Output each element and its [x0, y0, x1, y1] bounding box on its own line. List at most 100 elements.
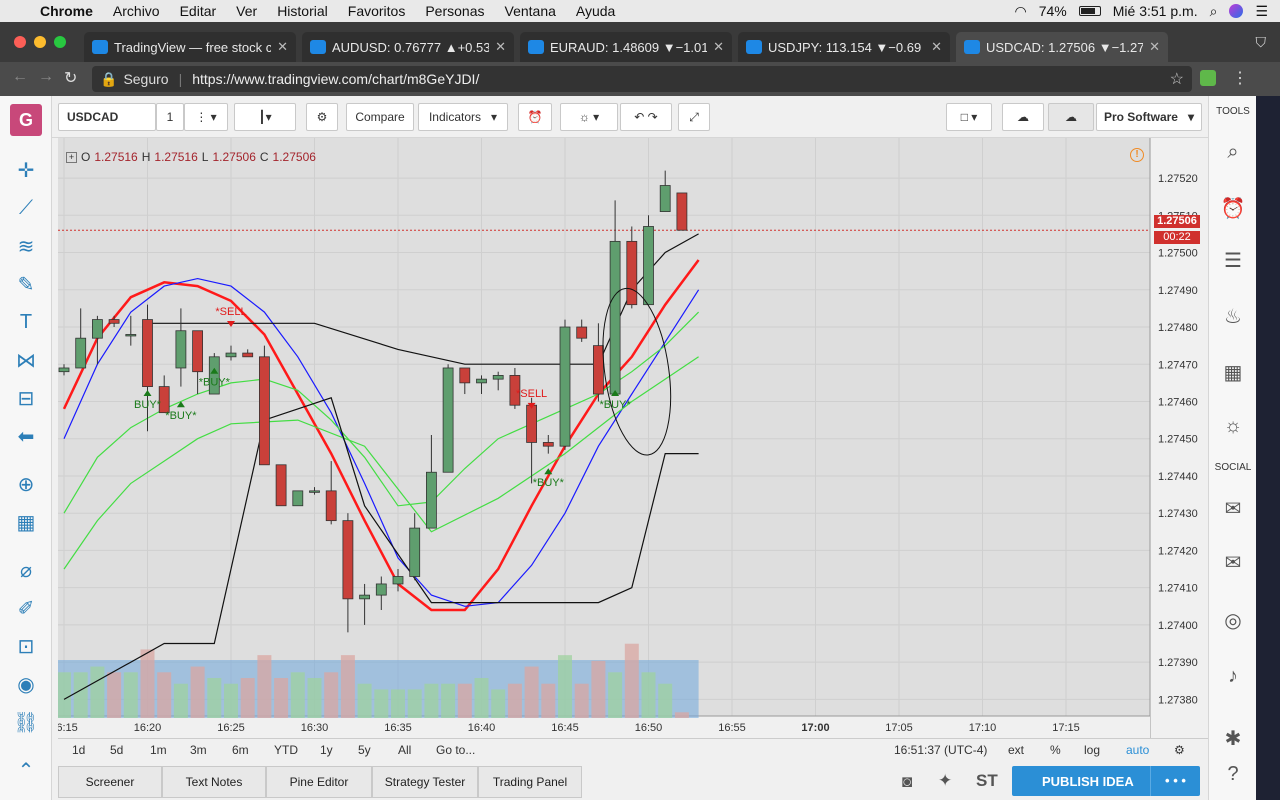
trendline-icon[interactable]: ⟋: [19, 196, 33, 219]
indicators-button[interactable]: Indicators ▾: [418, 103, 508, 131]
search-icon[interactable]: ⌕: [1227, 140, 1239, 163]
range-1d[interactable]: 1d: [72, 743, 86, 757]
forward-icon[interactable]: →: [38, 68, 54, 85]
back-arrow-icon[interactable]: ⬅: [17, 425, 35, 448]
tab-tradingview[interactable]: TradingView — free stock ch ✕: [84, 32, 296, 62]
load-layout-button[interactable]: ☁: [1002, 103, 1044, 131]
log-toggle[interactable]: log: [1084, 743, 1101, 757]
tab-trading-panel[interactable]: Trading Panel: [478, 766, 582, 798]
bug-report-icon[interactable]: ✱: [1224, 727, 1242, 750]
warning-icon[interactable]: !: [1130, 148, 1144, 162]
magnet-icon[interactable]: ⌀: [19, 559, 33, 582]
calendar-icon[interactable]: ▦: [1223, 361, 1243, 384]
tab-close-icon[interactable]: ✕: [495, 39, 506, 54]
collapse-icon[interactable]: ⌃: [17, 759, 35, 782]
siri-icon[interactable]: [1229, 4, 1244, 18]
percent-toggle[interactable]: %: [1050, 743, 1061, 757]
close-window-button[interactable]: [14, 36, 26, 48]
menu-ayuda[interactable]: Ayuda: [575, 3, 616, 19]
range-all[interactable]: All: [398, 743, 412, 757]
range-5d[interactable]: 5d: [110, 743, 124, 757]
minimize-window-button[interactable]: [34, 36, 46, 48]
menu-archivo[interactable]: Archivo: [112, 3, 160, 19]
tab-audusd[interactable]: AUDUSD: 0.76777 ▲+0.53 ✕: [302, 32, 514, 62]
symbol-search[interactable]: USDCAD: [58, 103, 156, 131]
pattern-icon[interactable]: ⋈: [16, 349, 36, 372]
extension-icon[interactable]: [1200, 70, 1216, 86]
menubar-clock[interactable]: Mié 3:51 p.m.: [1112, 3, 1198, 19]
url-text[interactable]: https://www.tradingview.com/chart/m8GeYJ…: [192, 71, 480, 87]
layout-button[interactable]: □ ▾: [946, 103, 992, 131]
compare-button[interactable]: Compare: [346, 103, 414, 131]
tab-close-icon[interactable]: ✕: [277, 39, 288, 54]
menu-historial[interactable]: Historial: [277, 3, 328, 19]
text-tool-icon[interactable]: T: [19, 310, 33, 333]
camera-icon[interactable]: ◙: [902, 772, 913, 791]
tab-close-icon[interactable]: ✕: [931, 39, 942, 54]
chrome-menu-icon[interactable]: ⋮: [1232, 70, 1248, 87]
tab-close-icon[interactable]: ✕: [713, 39, 724, 54]
watchlist-icon[interactable]: ☰: [1224, 249, 1242, 272]
notification-center-icon[interactable]: ☰: [1255, 2, 1268, 19]
alarm-icon[interactable]: ⏰: [1220, 197, 1246, 220]
ideas-bulb-icon[interactable]: ☼: [1223, 414, 1243, 437]
auto-toggle[interactable]: auto: [1126, 743, 1150, 757]
legend-toggle-icon[interactable]: +: [66, 151, 77, 163]
reload-icon[interactable]: ↻: [64, 70, 78, 87]
chart-area[interactable]: 1.275201.275101.275001.274901.274801.274…: [50, 138, 1208, 738]
scale-settings-icon[interactable]: ⚙: [1174, 743, 1185, 757]
spotlight-icon[interactable]: ⌕: [1209, 2, 1218, 19]
zoom-window-button[interactable]: [54, 36, 66, 48]
tradingview-logo[interactable]: G: [10, 104, 42, 136]
zoom-icon[interactable]: ⊕: [17, 473, 35, 496]
notifications-bell-icon[interactable]: ♪: [1228, 664, 1238, 687]
interval-dropdown[interactable]: ⋮ ▾: [184, 103, 228, 131]
measure-icon[interactable]: ▦: [16, 511, 36, 534]
range-ytd[interactable]: YTD: [274, 743, 298, 757]
battery-percent[interactable]: 74%: [1038, 3, 1067, 19]
menu-editar[interactable]: Editar: [179, 3, 217, 19]
range-3m[interactable]: 3m: [190, 743, 207, 757]
tab-text-notes[interactable]: Text Notes: [162, 766, 266, 798]
menu-app[interactable]: Chrome: [40, 3, 93, 19]
tab-pine-editor[interactable]: Pine Editor: [266, 766, 372, 798]
publish-idea-button[interactable]: PUBLISH IDEA • • •: [1012, 766, 1200, 796]
ideas-button[interactable]: ☼ ▾: [560, 103, 618, 131]
menu-personas[interactable]: Personas: [425, 3, 485, 19]
more-options-icon[interactable]: • • •: [1150, 766, 1200, 796]
link-icon[interactable]: ⛓: [13, 711, 39, 734]
fib-icon[interactable]: ≋: [17, 235, 35, 258]
settings-button[interactable]: ⚙: [306, 103, 338, 131]
fullscreen-button[interactable]: ⤢: [678, 103, 710, 131]
twitter-icon[interactable]: ✦: [938, 771, 953, 790]
save-layout-button[interactable]: ☁: [1048, 103, 1094, 131]
interval-button[interactable]: 1: [156, 103, 184, 131]
private-messages-icon[interactable]: ✉: [1224, 551, 1242, 574]
chat-icon[interactable]: ✉: [1224, 497, 1242, 520]
redo-icon[interactable]: ↷: [647, 110, 658, 124]
pro-software-button[interactable]: Pro Software ▾: [1096, 103, 1202, 131]
url-bar[interactable]: 🔒 Seguro | https://www.tradingview.com/c…: [92, 66, 1192, 92]
menu-favoritos[interactable]: Favoritos: [347, 3, 406, 19]
menu-ver[interactable]: Ver: [236, 3, 258, 19]
menu-ventana[interactable]: Ventana: [504, 3, 556, 19]
tab-usdcad[interactable]: USDCAD: 1.27506 ▼−1.27 ✕: [956, 32, 1168, 62]
tab-screener[interactable]: Screener: [58, 766, 162, 798]
eye-icon[interactable]: ◉: [17, 673, 35, 696]
chart-style-button[interactable]: ┃▾: [234, 103, 296, 131]
streams-icon[interactable]: ◎: [1224, 609, 1242, 632]
tab-euraud[interactable]: EURAUD: 1.48609 ▼−1.01 ✕: [520, 32, 732, 62]
ext-toggle[interactable]: ext: [1008, 743, 1025, 757]
hotlist-flame-icon[interactable]: ♨: [1224, 305, 1242, 328]
range-5y[interactable]: 5y: [358, 743, 371, 757]
incognito-icon[interactable]: ⛉: [1255, 34, 1267, 50]
alert-button[interactable]: ⏰: [518, 103, 552, 131]
wifi-icon[interactable]: ◠: [1014, 2, 1027, 19]
range-6m[interactable]: 6m: [232, 743, 249, 757]
prediction-icon[interactable]: ⊟: [17, 387, 35, 410]
price-chart[interactable]: 1.275201.275101.275001.274901.274801.274…: [50, 138, 1208, 738]
undo-icon[interactable]: ↶: [634, 110, 645, 124]
back-icon[interactable]: ←: [12, 68, 28, 85]
tab-strategy-tester[interactable]: Strategy Tester: [372, 766, 478, 798]
goto-button[interactable]: Go to...: [436, 743, 476, 757]
